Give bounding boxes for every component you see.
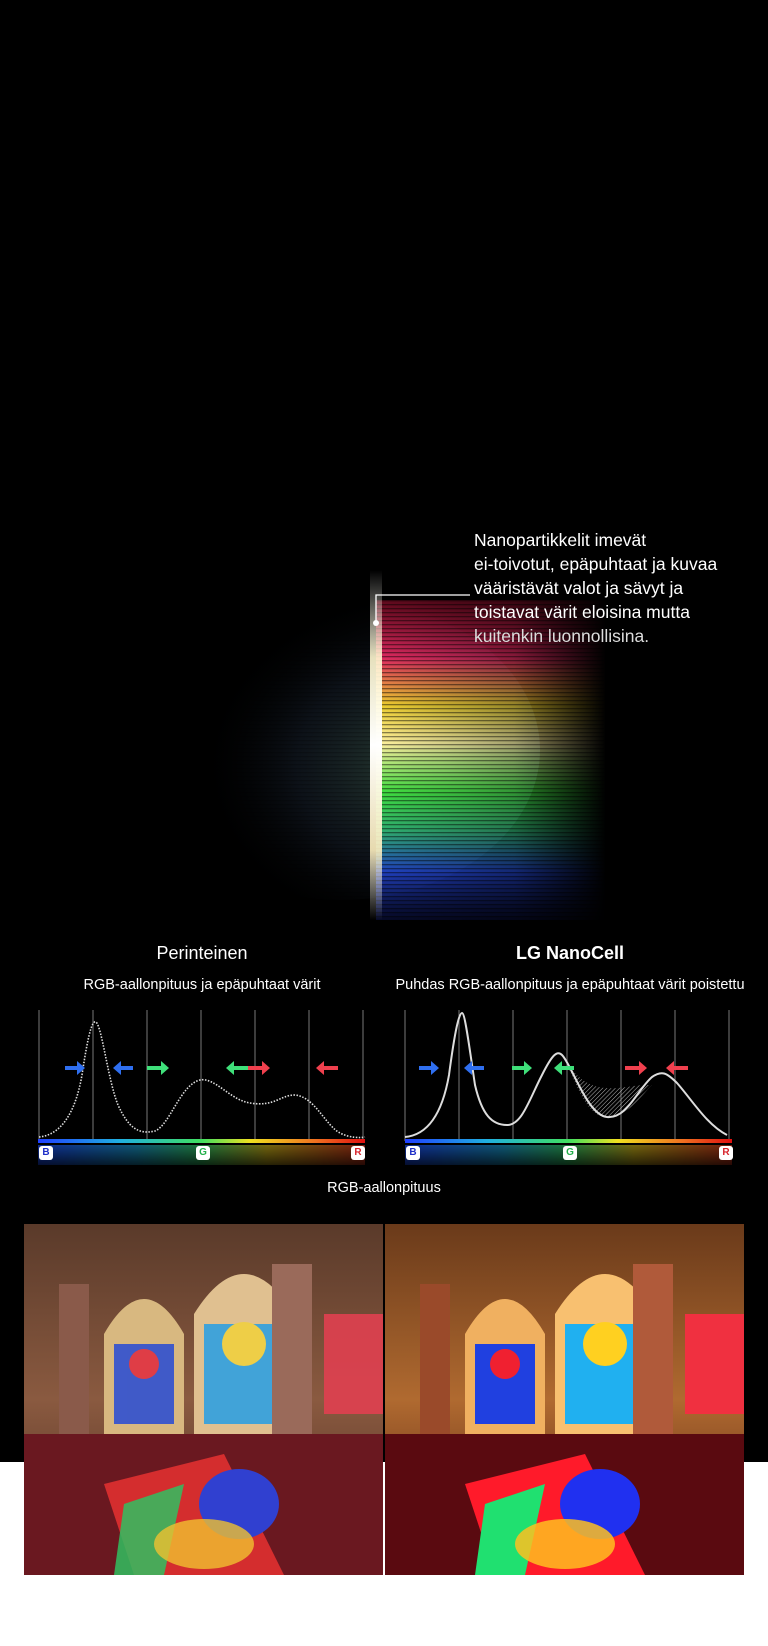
badge-green: G — [196, 1146, 210, 1160]
nanocell-spectrum-chart — [404, 1010, 732, 1165]
badge-red: R — [351, 1146, 365, 1160]
callout-line: Nanopartikkelit imevät — [474, 530, 647, 550]
callout-line: vääristävät valot ja sävyt ja — [474, 578, 684, 598]
axis-caption: RGB-aallonpituus — [327, 1180, 441, 1196]
callout-line: kuitenkin luonnollisina. — [474, 626, 650, 646]
photo-conventional — [24, 1224, 383, 1575]
callout-connector-line — [373, 594, 470, 626]
nanocell-title: LG NanoCell — [515, 943, 624, 963]
conventional-spectrum-chart — [38, 1010, 366, 1165]
callout-line: ei-toivotut, epäpuhtaat ja kuvaa — [474, 554, 718, 574]
photo-nanocell — [385, 1224, 744, 1575]
badge-red: R — [719, 1146, 733, 1160]
callout-line: toistavat värit eloisina mutta — [474, 602, 690, 622]
badge-blue: B — [39, 1146, 53, 1160]
badge-green: G — [563, 1146, 577, 1160]
callout-text: Nanopartikkelit imevät ei-toivotut, epäp… — [474, 528, 764, 648]
nanoparticle-light-graphic — [140, 560, 610, 920]
conventional-title: Perinteinen — [156, 943, 248, 963]
nanocell-subtitle: Puhdas RGB-aallonpituus ja epäpuhtaat vä… — [395, 977, 745, 993]
conventional-subtitle: RGB-aallonpituus ja epäpuhtaat värit — [83, 977, 321, 993]
badge-blue: B — [406, 1146, 420, 1160]
